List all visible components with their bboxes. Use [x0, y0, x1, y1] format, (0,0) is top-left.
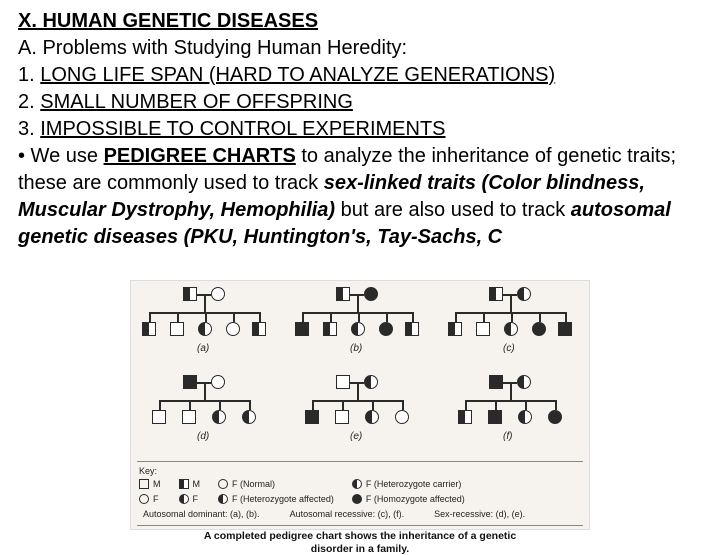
- text-block: X. HUMAN GENETIC DISEASES A. Problems wi…: [18, 8, 702, 251]
- key-footer: Autosomal dominant: (a), (b). Autosomal …: [139, 509, 581, 519]
- key-title: Key:: [139, 466, 581, 476]
- section-heading: X. HUMAN GENETIC DISEASES: [18, 8, 702, 35]
- key-m: M: [139, 478, 161, 490]
- pedigree-f: (f): [443, 373, 583, 455]
- key-fhetcar: F (Heterozygote carrier): [352, 478, 465, 490]
- key-f: F: [139, 493, 161, 505]
- sub-a: A. Problems with Studying Human Heredity…: [18, 35, 702, 62]
- point-1: 1. LONG LIFE SPAN (HARD TO ANALYZE GENER…: [18, 62, 702, 89]
- pedigree-e: (e): [290, 373, 430, 455]
- point-2: 2. SMALL NUMBER OF OFFSPRING: [18, 89, 702, 116]
- bullet-pedigree: • We use PEDIGREE CHARTS to analyze the …: [18, 143, 702, 251]
- point-3: 3. IMPOSSIBLE TO CONTROL EXPERIMENTS: [18, 116, 702, 143]
- pedigree-row-1: (a) (b): [137, 285, 583, 367]
- figure-caption: A completed pedigree chart shows the inh…: [137, 530, 583, 555]
- pedigree-row-2: (d) (e): [137, 373, 583, 455]
- key-fhetaff: F (Heterozygote affected): [218, 493, 334, 505]
- pedigree-a: (a): [137, 285, 277, 367]
- pedigree-d: (d): [137, 373, 277, 455]
- key-m2: M: [179, 478, 201, 490]
- key-fnorm: F (Normal): [218, 478, 334, 490]
- slide-page: X. HUMAN GENETIC DISEASES A. Problems wi…: [0, 0, 720, 540]
- key-f2: F: [179, 493, 201, 505]
- pedigree-figure: (a) (b): [130, 280, 590, 530]
- pedigree-b: (b): [290, 285, 430, 367]
- figure-key: Key: M F M F F (Normal) F (Heterozygote …: [137, 461, 583, 526]
- key-fhomaff: F (Homozygote affected): [352, 493, 465, 505]
- pedigree-c: (c): [443, 285, 583, 367]
